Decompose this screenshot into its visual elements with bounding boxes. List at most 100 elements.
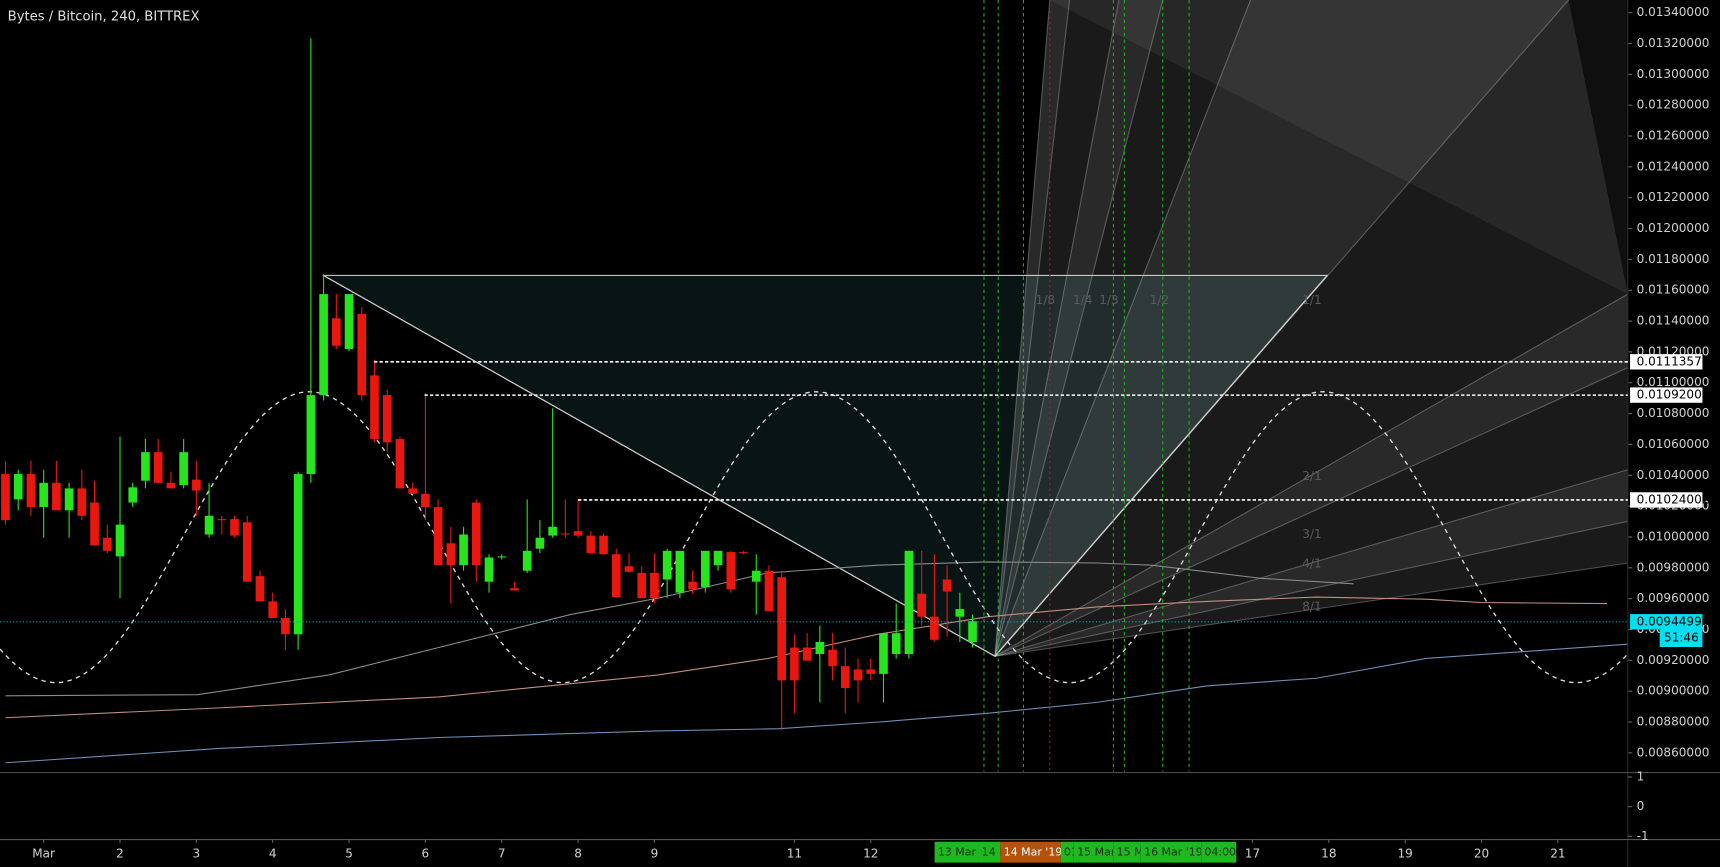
candle-body [39, 482, 48, 508]
gann-label: 1/3 [1099, 293, 1118, 307]
y-tick-label: 0.01340000 [1637, 5, 1710, 19]
date-tag [1140, 841, 1202, 863]
x-tick-label: 12 [863, 846, 878, 860]
x-tick-label: 20 [1474, 846, 1489, 860]
candle-body [13, 474, 23, 500]
candle-body [141, 452, 150, 481]
gann-label: 8/1 [1302, 599, 1321, 613]
pane-tick-label: -1 [1637, 829, 1649, 843]
candle-body [650, 572, 659, 599]
gann-fan-line [994, 562, 1628, 657]
chart-title: Bytes / Bitcoin, 240, BITTREX [8, 9, 200, 24]
price-tag [1630, 354, 1703, 370]
gann-fan-line [994, 0, 1120, 657]
y-tick-label: 0.00860000 [1637, 745, 1710, 759]
y-tick-label: 0.01060000 [1637, 437, 1710, 451]
date-tag-label: 16 Mar '19 [1144, 846, 1203, 859]
candle-body [930, 616, 939, 640]
x-tick-label: 9 [651, 846, 659, 860]
x-tick-label: 3 [193, 846, 201, 860]
price-tag [1630, 387, 1703, 403]
gann-fan-top [1049, 0, 1628, 295]
x-tick-label: 18 [1321, 846, 1336, 860]
candle-body [230, 519, 239, 536]
gann-label: 1/1 [1302, 293, 1321, 307]
price-tag-label: 0.01092000 [1637, 388, 1710, 402]
candle-body [408, 488, 417, 494]
date-tag [1000, 841, 1061, 863]
candle-body [968, 621, 977, 642]
candle-body [739, 552, 748, 554]
y-tick-label: 0.01220000 [1637, 190, 1710, 204]
candle-body [548, 526, 557, 536]
candle-body [904, 550, 914, 655]
candle-body [64, 488, 74, 511]
candle-body [586, 535, 596, 554]
candle-body [713, 550, 723, 566]
candle-body [790, 647, 799, 681]
candle-body [204, 515, 214, 535]
y-tick-label: 0.01160000 [1637, 283, 1710, 297]
candle-body [382, 395, 392, 443]
date-tag-label: 04:00 [1204, 846, 1236, 859]
candle-body [115, 524, 125, 557]
y-tick-label: 0.01200000 [1637, 221, 1710, 235]
candle-body [395, 439, 405, 489]
date-tag [1060, 841, 1074, 863]
y-tick-label: 0.01080000 [1637, 406, 1710, 420]
y-tick-label: 0.01300000 [1637, 67, 1710, 81]
candle-body [891, 633, 901, 655]
candle-body [624, 566, 634, 572]
candle-body [815, 641, 825, 655]
candle-body [955, 609, 965, 617]
sine-wave [0, 391, 1629, 684]
trend-line [323, 274, 996, 657]
candle-body [166, 482, 176, 489]
candle-body [853, 669, 863, 681]
x-tick-label: Mar [32, 846, 55, 860]
countdown-tag [1659, 629, 1703, 648]
y-tick-label: 0.00980000 [1637, 560, 1710, 574]
candle-body [281, 617, 290, 635]
candle-body [268, 601, 278, 618]
price-tag [1630, 492, 1703, 508]
y-tick-label: 0.01320000 [1637, 36, 1710, 50]
candle-body [306, 395, 316, 475]
candle-body [840, 666, 850, 689]
y-tick-label: 0.01000000 [1637, 529, 1710, 543]
gann-fan-band [994, 521, 1628, 657]
gann-fan-line [994, 469, 1629, 657]
candle-body [446, 543, 456, 566]
moving-average [5, 561, 1354, 697]
date-tag [934, 841, 979, 863]
candle-body [293, 474, 303, 635]
y-tick-label: 0.00900000 [1637, 684, 1710, 698]
gann-label: 4/1 [1302, 557, 1321, 571]
candle-body [357, 313, 367, 396]
gann-label: 2/1 [1302, 469, 1321, 483]
candle-body [90, 502, 99, 546]
candle-body [331, 318, 341, 346]
candle-body [726, 552, 736, 590]
y-tick-label: 0.01100000 [1637, 375, 1710, 389]
date-tag-label: 15 M [1117, 846, 1144, 859]
x-tick-label: 2 [116, 846, 124, 860]
candle-body [102, 537, 112, 551]
candle-body [370, 375, 379, 440]
date-tag [1113, 841, 1141, 863]
gann-label: 3/1 [1302, 527, 1321, 541]
candle-body [866, 669, 876, 674]
x-tick-label: 11 [787, 846, 802, 860]
gann-fan-band [994, 0, 1628, 657]
price-tag-label: 0.01113574 [1637, 354, 1710, 368]
date-tag [978, 841, 1001, 863]
last-price-label: 0.00944998 [1637, 614, 1710, 628]
candle-body [751, 570, 761, 582]
candle-body [802, 647, 812, 661]
price-tag-label: 0.01024002 [1637, 492, 1710, 506]
candle-body [77, 488, 87, 516]
gann-fan-band [994, 0, 1070, 657]
gann-fan-line [994, 293, 1629, 657]
